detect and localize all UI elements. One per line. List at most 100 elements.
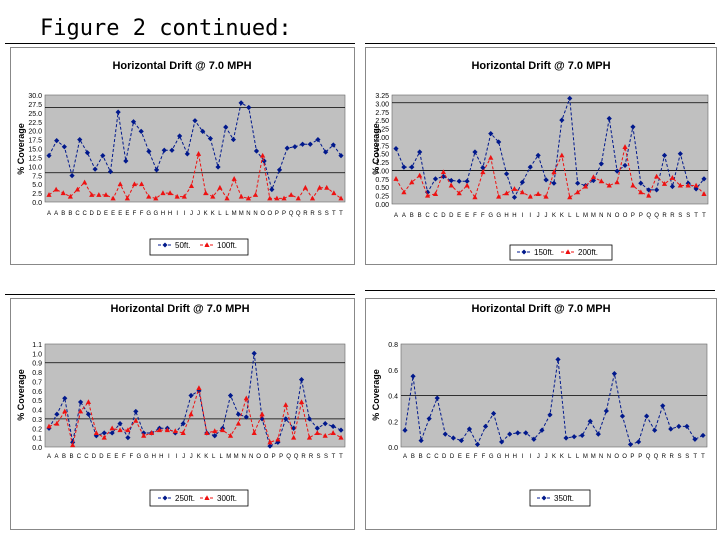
x-tick-label: P [279, 454, 283, 460]
data-point [93, 430, 99, 435]
data-point [507, 431, 513, 437]
chart-panel-3: Horizontal Drift @ 7.0 MPH % Coverage 1.1 1… [10, 298, 355, 530]
x-tick-label: E [111, 211, 115, 217]
data-point [644, 413, 650, 419]
x-tick-label: Q [646, 454, 651, 460]
data-point [61, 144, 67, 150]
x-tick-label: Q [289, 211, 294, 217]
x-tick-label: S [317, 454, 321, 460]
data-point [638, 189, 644, 195]
data-point [527, 164, 533, 170]
data-point [188, 183, 195, 188]
data-point [288, 192, 294, 197]
legend-marker [565, 249, 571, 254]
y-tick-label: 0.9 [32, 361, 42, 368]
data-point [77, 408, 84, 414]
data-point [174, 193, 180, 199]
data-point [466, 426, 473, 432]
legend-marker [541, 495, 547, 501]
x-tick-label: E [457, 213, 461, 219]
x-tick-label: L [568, 213, 572, 219]
chart-svg-350ft: Horizontal Drift @ 7.0 MPH % Coverage 0.8 0… [365, 298, 717, 530]
x-tick-label: H [159, 454, 163, 460]
chart-title: Horizontal Drift @ 7.0 MPH [112, 60, 251, 72]
y-tick-label: 1.50 [375, 152, 389, 159]
y-tick-label: 2.75 [375, 110, 389, 117]
x-tick-label: Q [654, 213, 659, 219]
legend-marker [162, 242, 168, 248]
y-tick-label: 0.4 [32, 408, 42, 415]
data-point [62, 408, 68, 414]
legend-marker [521, 249, 527, 255]
data-point [110, 195, 116, 201]
legend-box [529, 489, 591, 507]
x-tick-label: B [69, 454, 73, 460]
data-point [324, 184, 330, 190]
data-point [401, 189, 407, 195]
x-tick-label: L [218, 211, 222, 217]
data-point [551, 180, 557, 186]
x-tick-label: D [450, 454, 455, 460]
x-tick-label: L [576, 213, 580, 219]
data-point [292, 144, 298, 150]
x-tick-label: D [97, 211, 102, 217]
data-point [246, 104, 252, 111]
x-tick-label: A [394, 213, 398, 219]
x-tick-label: K [197, 454, 201, 460]
y-tick-label: 17.5 [28, 138, 42, 145]
data-point [235, 420, 242, 426]
data-point [74, 186, 81, 192]
x-tick-label: K [211, 211, 215, 217]
x-tick-label: C [77, 454, 82, 460]
data-point [172, 428, 178, 434]
data-point [125, 435, 131, 441]
data-point [238, 100, 244, 106]
y-tick-label: 0.5 [32, 398, 42, 405]
x-tick-label: O [614, 454, 619, 460]
data-point [223, 124, 229, 130]
data-point [299, 141, 306, 147]
x-tick-label: G [146, 211, 151, 217]
data-point [402, 427, 408, 433]
data-point [260, 152, 266, 158]
x-tick-label: C [82, 211, 87, 217]
y-tick-label: 1.1 [32, 342, 42, 349]
data-point [622, 162, 628, 169]
data-point [543, 193, 549, 199]
data-point [77, 136, 83, 143]
chart-svg-150-200ft: Horizontal Drift @ 7.0 MPH % Coverage 3.25… [365, 47, 717, 265]
x-tick-label: N [599, 213, 603, 219]
data-point [331, 190, 337, 196]
x-tick-label: T [694, 213, 698, 219]
data-point [141, 430, 147, 436]
legend-label: 50ft. [175, 241, 191, 250]
legend-label: 300ft. [217, 494, 237, 503]
data-point [188, 392, 194, 399]
data-point [54, 420, 60, 426]
legend-box [149, 238, 249, 256]
x-tick-label: T [339, 211, 343, 217]
data-point [117, 181, 123, 187]
x-tick-label: M [583, 213, 588, 219]
data-point [317, 184, 323, 190]
data-point [488, 130, 494, 137]
x-tick-label: C [425, 213, 430, 219]
data-point [302, 184, 308, 190]
data-point [298, 399, 305, 405]
data-point [109, 425, 115, 431]
y-tick-label: 15.0 [28, 147, 42, 154]
data-point [192, 118, 198, 124]
y-tick-label: 12.5 [28, 155, 42, 162]
legend-label: 200ft. [578, 248, 598, 257]
chart-panel-2: Horizontal Drift @ 7.0 MPH % Coverage 3.25… [365, 47, 717, 265]
x-tick-label: C [426, 454, 431, 460]
data-point [338, 153, 344, 159]
x-tick-label: I [530, 454, 532, 460]
data-point [169, 147, 175, 153]
data-point [100, 153, 106, 159]
x-tick-label: L [568, 454, 572, 460]
data-point [251, 430, 257, 435]
data-point [125, 427, 131, 433]
data-point [82, 179, 88, 185]
data-point [424, 192, 431, 198]
